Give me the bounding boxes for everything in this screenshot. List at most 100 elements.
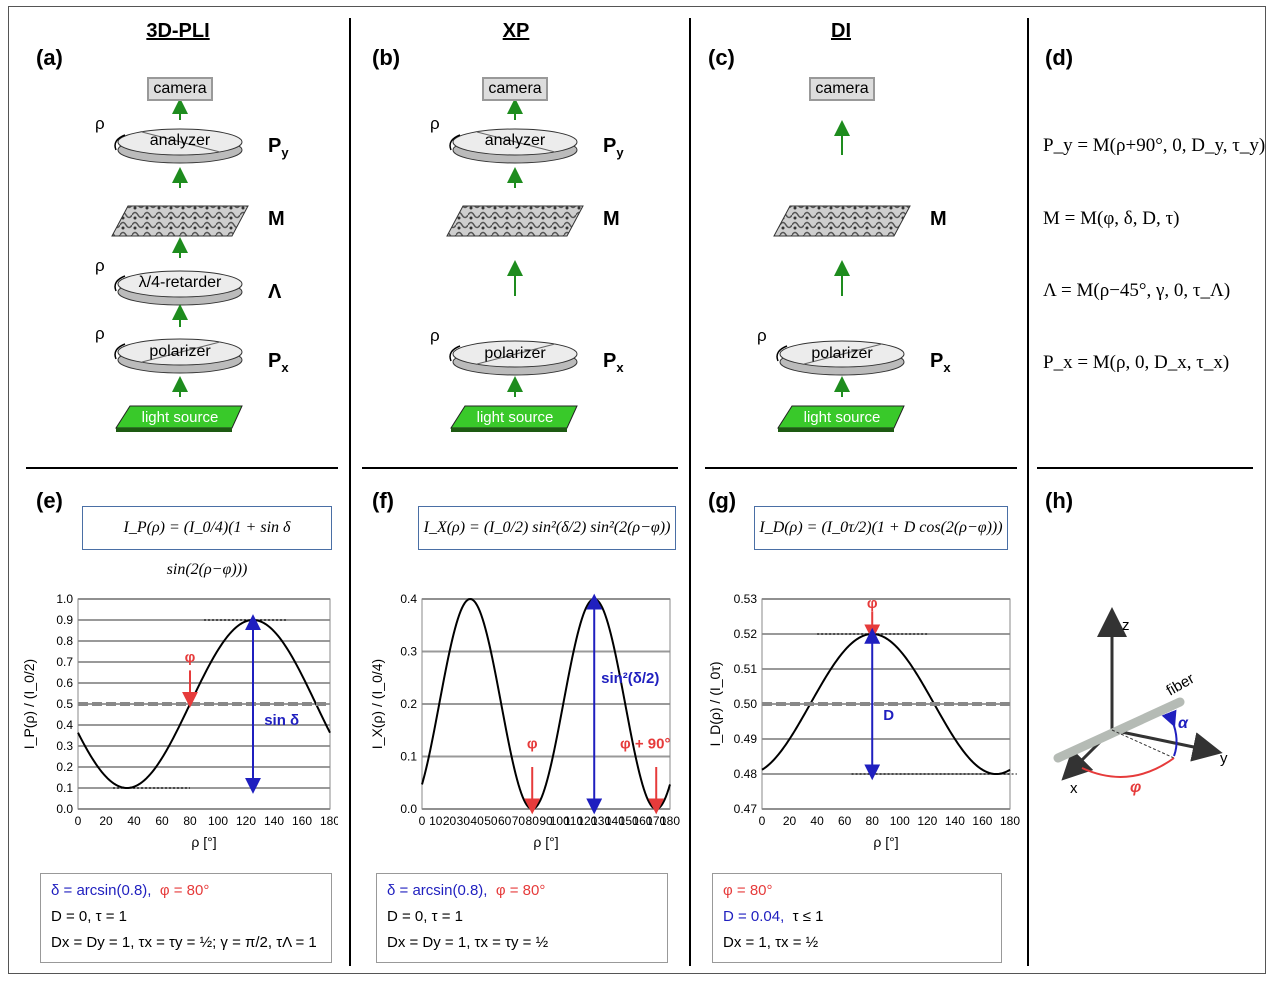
x-tick-label: 110 xyxy=(564,814,583,828)
panel-label-h: (h) xyxy=(1045,488,1074,513)
plot-frame xyxy=(421,598,671,810)
x-tick-label: 140 xyxy=(264,814,284,828)
phi-annotation: φ xyxy=(867,595,878,612)
params-e: δ = arcsin(0.8), φ = 80° D = 0, τ = 1 Dx… xyxy=(40,873,332,963)
amp-annotation: D xyxy=(883,707,894,724)
x-tick-label: 0 xyxy=(419,814,426,828)
x-tick-label: 60 xyxy=(498,814,512,828)
x-tick-label: 100 xyxy=(550,814,570,828)
fiber-rod xyxy=(1053,697,1185,763)
rho-label: ρ xyxy=(430,114,440,133)
hdivider-4 xyxy=(1037,467,1253,469)
rho-label: ρ xyxy=(95,256,105,275)
phi90-annotation: φ + 90° xyxy=(620,736,671,753)
camera-a: camera xyxy=(147,77,213,101)
panel-label-a: (a) xyxy=(36,45,63,70)
y-tick-label: 0.4 xyxy=(400,592,417,606)
y-tick-label: 0.48 xyxy=(734,767,758,781)
x-tick-label: 140 xyxy=(945,814,965,828)
y-tick-label: 0.6 xyxy=(56,676,73,690)
x-axis-label: ρ [°] xyxy=(191,834,216,850)
y-tick-label: 0.1 xyxy=(400,750,417,764)
panel-label-e: (e) xyxy=(36,488,63,513)
x-tick-label: 140 xyxy=(605,814,625,828)
x-tick-label: 160 xyxy=(292,814,312,828)
params-f: δ = arcsin(0.8), φ = 80° D = 0, τ = 1 Dx… xyxy=(376,873,668,963)
params-g: φ = 80° D = 0.04, τ ≤ 1 Dx = 1, τx = ½ xyxy=(712,873,1002,963)
param-D: D = 0.04, xyxy=(723,908,785,925)
formula-f: I_X(ρ) = (I_0/2) sin²(δ/2) sin²(2(ρ−φ)) xyxy=(418,506,676,550)
light-source-label-b: light source xyxy=(476,409,554,426)
phi-annotation: φ xyxy=(527,736,538,753)
y-tick-label: 0.3 xyxy=(56,739,73,753)
y-axis-label: I_X(ρ) / (I_0/4) xyxy=(369,659,385,749)
param-phi: φ = 80° xyxy=(723,882,773,899)
y-tick-label: 0.53 xyxy=(734,592,758,606)
analyzer-label-b: analyzer xyxy=(484,132,546,149)
rho-label: ρ xyxy=(757,326,767,345)
sample-tissue xyxy=(111,205,249,237)
y-tick-label: 0.51 xyxy=(734,662,758,676)
param-delta: δ = arcsin(0.8), xyxy=(387,882,488,899)
y-tick-label: 0.8 xyxy=(56,634,73,648)
param-line: D = 0, τ = 1 xyxy=(387,908,463,925)
setup-b xyxy=(446,98,584,432)
param-phi: φ = 80° xyxy=(495,882,546,899)
chart-e: 0.0 0.1 0.2 0.3 0.4 0.5 0.6 0.7 0.8 0.9 1.0 0 20 40 60… xyxy=(21,592,338,850)
x-tick-label: 120 xyxy=(577,814,597,828)
retarder-label-a: λ/4-retarder xyxy=(138,274,222,291)
symbol-M-c: M xyxy=(930,208,947,230)
param-line: D = 0, τ = 1 xyxy=(51,908,127,925)
x-tick-label: 80 xyxy=(183,814,197,828)
x-tick-label: 80 xyxy=(866,814,880,828)
param-tau: τ ≤ 1 xyxy=(792,908,824,925)
x-tick-label: 180 xyxy=(320,814,338,828)
param-delta: δ = arcsin(0.8), xyxy=(51,882,152,899)
polarizer-label-a: polarizer xyxy=(149,343,211,360)
phi-arc xyxy=(1081,757,1175,778)
divider-2 xyxy=(689,18,691,966)
x-tick-label: 0 xyxy=(759,814,766,828)
panel-title-a: 3D-PLI xyxy=(146,20,210,42)
y-tick-label: 0.2 xyxy=(400,697,417,711)
y-label: y xyxy=(1220,750,1228,767)
panel-title-c: DI xyxy=(831,20,851,42)
x-tick-label: 40 xyxy=(127,814,141,828)
x-tick-label: 20 xyxy=(99,814,113,828)
symbol-M-b: M xyxy=(603,208,620,230)
amp-annotation: sin²(δ/2) xyxy=(601,670,659,687)
x-tick-label: 160 xyxy=(632,814,652,828)
x-tick-label: 60 xyxy=(155,814,169,828)
x-tick-label: 40 xyxy=(470,814,484,828)
x-tick-label: 120 xyxy=(236,814,256,828)
x-tick-label: 170 xyxy=(646,814,666,828)
y-axis xyxy=(1111,728,1223,762)
param-line: Dx = Dy = 1, τx = τy = ½; γ = π/2, τΛ = … xyxy=(51,934,317,951)
x-label: x xyxy=(1070,780,1078,797)
amp-annotation: sin δ xyxy=(264,712,299,729)
setup-a xyxy=(111,98,249,432)
x-tick-label: 60 xyxy=(838,814,852,828)
symbol-Py-b: Py xyxy=(603,135,624,160)
chart-f: 0.0 0.1 0.2 0.3 0.4 0 10 20 30 40 50 60 70 80 90100110… xyxy=(369,592,680,850)
x-tick-label: 180 xyxy=(660,814,680,828)
x-tick-label: 0 xyxy=(75,814,82,828)
z-label: z xyxy=(1122,617,1130,634)
chart-g: 0.47 0.48 0.49 0.50 0.51 0.52 0.53 0 20 40 60 80 100… xyxy=(707,592,1020,850)
y-tick-label: 0.5 xyxy=(56,697,73,711)
y-tick-label: 0.2 xyxy=(56,760,73,774)
alpha-arc xyxy=(1161,709,1178,757)
hdivider-3 xyxy=(705,467,1017,469)
divider-1 xyxy=(349,18,351,966)
y-tick-label: 0.7 xyxy=(56,655,73,669)
hdivider-1 xyxy=(26,467,338,469)
symbol-Px-a: Px xyxy=(268,350,289,375)
y-axis-label: I_P(ρ) / (I_0/2) xyxy=(21,659,37,749)
x-tick-label: 10 xyxy=(429,814,443,828)
x-tick-label: 20 xyxy=(443,814,457,828)
y-tick-label: 0.0 xyxy=(400,802,417,816)
camera-b: camera xyxy=(482,77,548,101)
symbol-Py-a: Py xyxy=(268,135,289,160)
y-axis-label: I_D(ρ) / (I_0τ) xyxy=(707,661,723,746)
phi-annotation: φ xyxy=(185,649,196,666)
